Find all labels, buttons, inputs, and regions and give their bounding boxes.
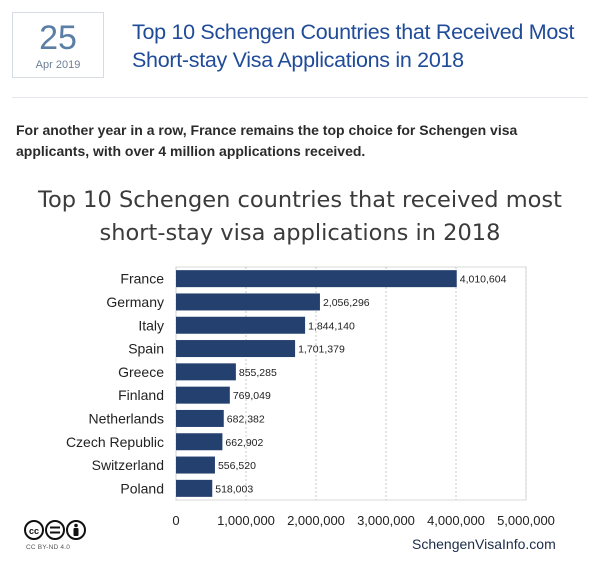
data-label: 556,520 [218,460,256,472]
post-date-day: 25 [39,19,77,57]
bar [176,363,236,381]
data-label: 769,049 [233,390,271,402]
bar [176,433,223,451]
category-label: Italy [138,317,164,333]
category-label: Finland [118,387,164,403]
category-label: Czech Republic [66,434,164,450]
cc-license-icon: cc [24,520,86,540]
data-label: 1,701,379 [298,344,345,356]
article-lead: For another year in a row, France remain… [16,122,518,159]
category-label: Poland [120,480,164,496]
category-label: France [120,271,164,287]
data-label: 682,382 [227,413,265,425]
bar [176,409,224,427]
x-tick-label: 0 [172,513,179,528]
x-tick-label: 3,000,000 [357,513,415,528]
category-label: Greece [118,364,164,380]
divider [12,97,588,98]
post-date: 25 Apr 2019 [12,12,104,78]
x-tick-label: 1,000,000 [217,513,275,528]
bar [176,293,320,311]
data-label: 518,003 [215,483,253,495]
post-date-month: Apr 2019 [35,59,81,71]
x-tick-label: 2,000,000 [287,513,345,528]
source-credit[interactable]: SchengenVisaInfo.com [412,536,556,552]
bar [176,316,306,334]
bar [176,340,296,358]
article-headline[interactable]: Top 10 Schengen Countries that Received … [132,20,575,72]
chart-title: Top 10 Schengen countries that received … [38,187,562,246]
data-label: 855,285 [239,367,277,379]
bar [176,270,457,288]
data-label: 1,844,140 [308,320,355,332]
bar [176,479,213,497]
x-tick-label: 5,000,000 [497,513,555,528]
category-label: Spain [128,341,164,357]
bar [176,386,230,404]
x-tick-label: 4,000,000 [427,513,485,528]
category-label: Germany [106,294,164,310]
license-label: CC BY-ND 4.0 [26,544,71,551]
category-label: Switzerland [92,457,164,473]
data-label: 662,902 [225,437,263,449]
bar [176,456,215,474]
category-label: Netherlands [89,410,165,426]
svg-text:cc: cc [29,526,39,536]
data-label: 4,010,604 [460,274,507,286]
data-label: 2,056,296 [323,297,370,309]
